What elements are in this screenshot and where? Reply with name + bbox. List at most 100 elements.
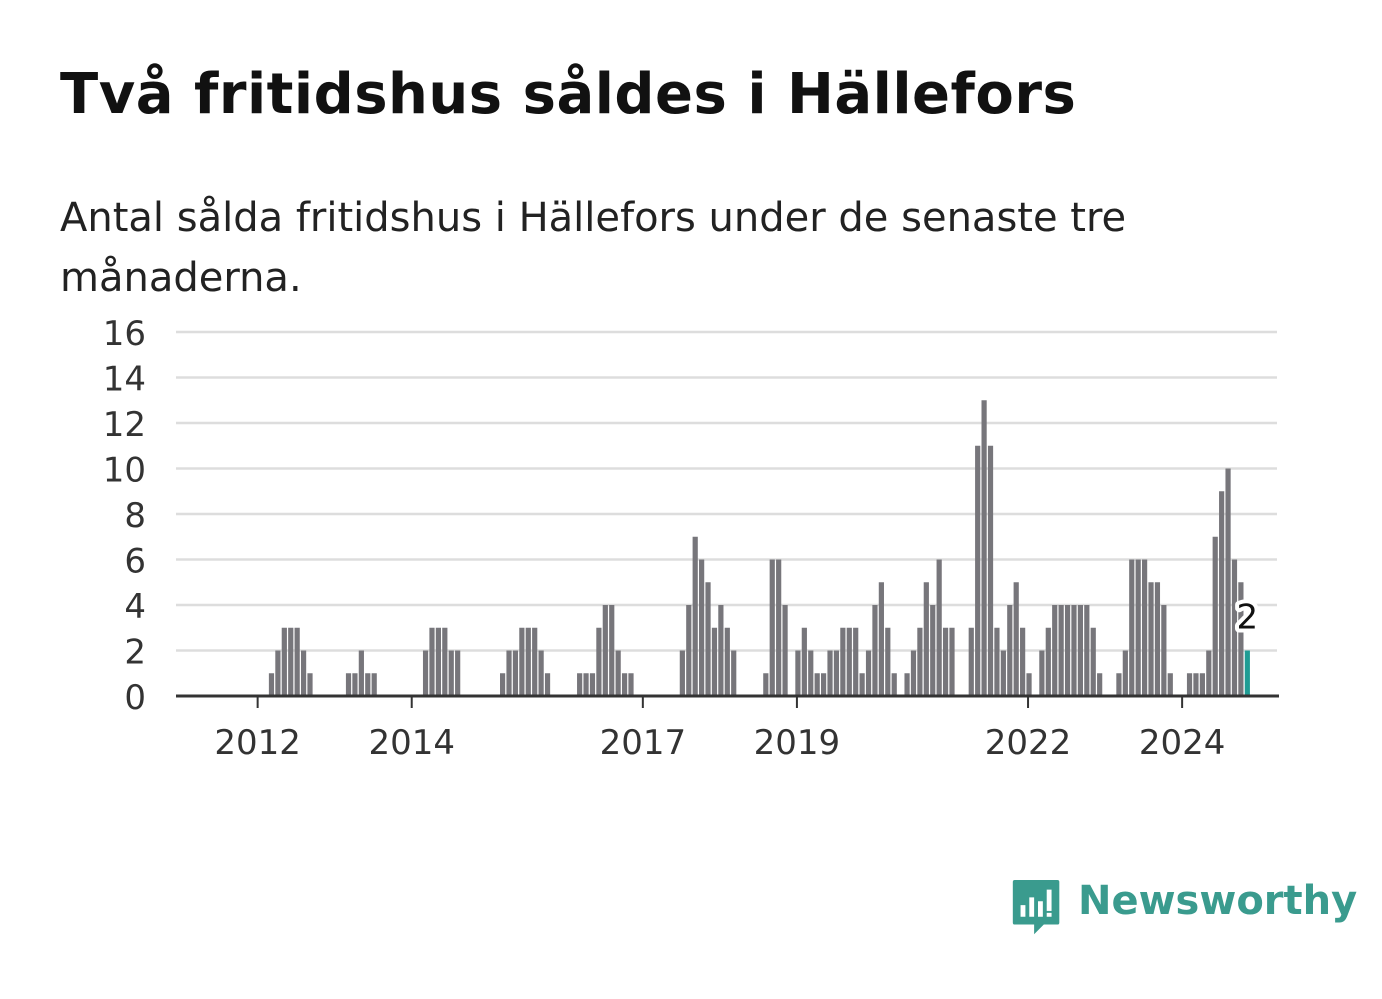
x-tick-label: 2024	[1139, 723, 1226, 763]
bar	[602, 605, 608, 696]
bar	[1231, 559, 1238, 696]
bar	[1154, 582, 1161, 696]
bar	[500, 673, 506, 696]
bar	[435, 627, 441, 696]
y-tick-label: 8	[124, 496, 146, 536]
bar	[352, 673, 358, 696]
bar	[365, 673, 371, 696]
bar	[699, 559, 705, 696]
bar	[1097, 673, 1103, 696]
bar	[275, 650, 281, 696]
bar	[268, 673, 275, 696]
bar	[1206, 650, 1212, 696]
chart-title: Två fritidshus såldes i Hällefors	[60, 62, 1077, 127]
bar	[1090, 627, 1096, 696]
bar	[300, 650, 307, 696]
bar	[621, 673, 628, 696]
bar	[538, 650, 544, 696]
bar	[1077, 605, 1083, 696]
bar	[288, 627, 294, 696]
bar	[615, 650, 621, 696]
bar	[429, 627, 435, 696]
bar	[865, 650, 872, 696]
bar	[814, 673, 820, 696]
bar	[1129, 559, 1135, 696]
bar	[1219, 491, 1225, 696]
x-tick-label: 2017	[600, 723, 687, 763]
bar	[942, 627, 949, 696]
bar	[801, 627, 807, 696]
bar	[532, 627, 538, 696]
bar	[910, 650, 917, 696]
bar	[1058, 605, 1064, 696]
bar	[1142, 559, 1148, 696]
bar	[795, 650, 801, 696]
annotation-halo: 2	[1236, 598, 1258, 638]
bar	[904, 673, 910, 696]
chart-subtitle: Antal sålda fritidshus i Hällefors under…	[60, 195, 1127, 301]
bar	[1116, 673, 1122, 696]
bar	[1199, 673, 1205, 696]
bar	[679, 650, 685, 696]
x-tick-label: 2022	[985, 723, 1072, 763]
y-tick-label: 6	[124, 542, 146, 582]
bar	[1020, 627, 1026, 696]
bar	[596, 627, 602, 696]
bar	[846, 627, 852, 696]
bar	[878, 582, 884, 696]
y-tick-label: 0	[124, 678, 146, 718]
last-value-label: 2	[1236, 598, 1258, 638]
bar	[975, 445, 981, 696]
bar	[1026, 673, 1032, 696]
bar	[705, 582, 711, 696]
bar	[776, 559, 782, 696]
bar	[872, 605, 878, 696]
bar	[1238, 582, 1244, 696]
bar	[371, 673, 377, 696]
bar	[1084, 605, 1090, 696]
bar	[519, 627, 525, 696]
bar	[345, 673, 352, 696]
bar	[1045, 627, 1051, 696]
bar	[1064, 605, 1071, 696]
bar	[859, 673, 865, 696]
bar	[987, 445, 994, 696]
bar	[808, 650, 814, 696]
bar	[821, 673, 827, 696]
y-tick-label: 10	[103, 451, 146, 491]
bar	[1007, 605, 1013, 696]
bar	[930, 605, 936, 696]
bar	[891, 673, 897, 696]
bar	[628, 673, 634, 696]
bar	[448, 650, 454, 696]
bar	[1039, 650, 1045, 696]
bar	[609, 605, 615, 696]
bar	[506, 650, 512, 696]
bar	[1122, 650, 1128, 696]
bar	[1167, 673, 1173, 696]
bar	[917, 627, 923, 696]
bar	[833, 650, 840, 696]
bar	[1013, 582, 1019, 696]
bar	[358, 650, 364, 696]
bar	[782, 605, 788, 696]
bar	[455, 650, 461, 696]
bar	[525, 627, 531, 696]
bar	[422, 650, 429, 696]
bar	[827, 650, 833, 696]
bar	[686, 605, 692, 696]
bar	[840, 627, 846, 696]
bar	[281, 627, 287, 696]
bar	[711, 627, 718, 696]
bar	[1212, 536, 1218, 696]
brand-name: Newsworthy	[1078, 878, 1358, 924]
x-tick-label: 2012	[214, 723, 301, 763]
bar	[994, 627, 1000, 696]
bar	[936, 559, 942, 696]
bar	[1193, 673, 1199, 696]
bar	[294, 627, 300, 696]
bar	[1071, 605, 1077, 696]
bar	[885, 627, 891, 696]
bar	[724, 627, 730, 696]
bar	[442, 627, 448, 696]
